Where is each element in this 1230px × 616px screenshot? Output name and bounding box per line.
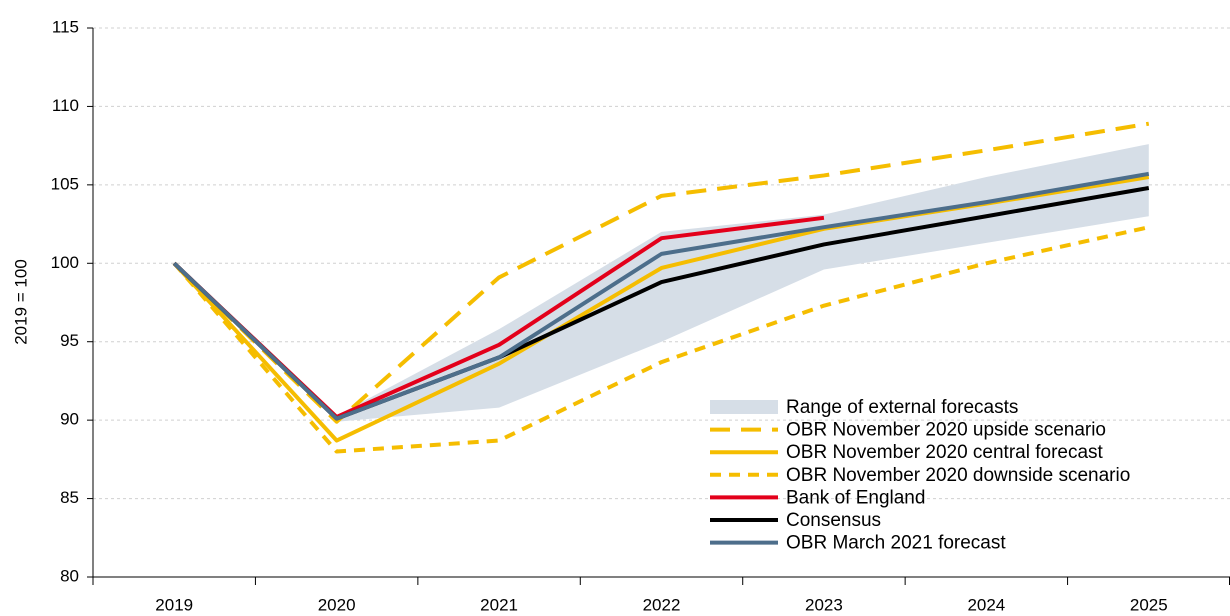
y-axis-label: 2019 = 100 [11, 259, 30, 345]
x-tick-label: 2021 [480, 595, 518, 614]
legend-swatch [710, 400, 778, 414]
y-tick-label: 85 [60, 488, 79, 507]
x-tick-label: 2025 [1130, 595, 1168, 614]
series-line [172, 225, 1150, 454]
x-tick-label: 2019 [155, 595, 193, 614]
series-line [172, 171, 1150, 421]
axes: 80 85 90 95 100 105 110 115 2019 2020 2021 2022 2023… [51, 17, 1230, 614]
legend-label: OBR November 2020 central forecast [786, 442, 1104, 463]
legend-label: OBR November 2020 upside scenario [786, 420, 1106, 441]
y-tick-label: 115 [52, 17, 79, 36]
y-tick-label: 110 [52, 96, 79, 115]
y-tick-label: 105 [51, 174, 79, 193]
range-band [336, 144, 1149, 422]
x-tick-label: 2023 [805, 595, 843, 614]
legend-label: Bank of England [786, 487, 925, 508]
legend-label: Range of external forecasts [786, 397, 1018, 418]
series-line [172, 121, 1150, 424]
x-tick-label: 2022 [643, 595, 681, 614]
legend-label: OBR March 2021 forecast [786, 533, 1006, 554]
x-tick-label: 2024 [967, 595, 1005, 614]
y-tick-label: 95 [60, 331, 79, 350]
plot-area [172, 121, 1150, 454]
legend-label: OBR November 2020 downside scenario [786, 465, 1130, 486]
x-tick-label: 2020 [318, 595, 356, 614]
y-tick-label: 90 [60, 410, 79, 429]
legend-label: Consensus [786, 510, 881, 531]
y-tick-label: 80 [60, 566, 79, 585]
y-tick-label: 100 [51, 253, 79, 272]
